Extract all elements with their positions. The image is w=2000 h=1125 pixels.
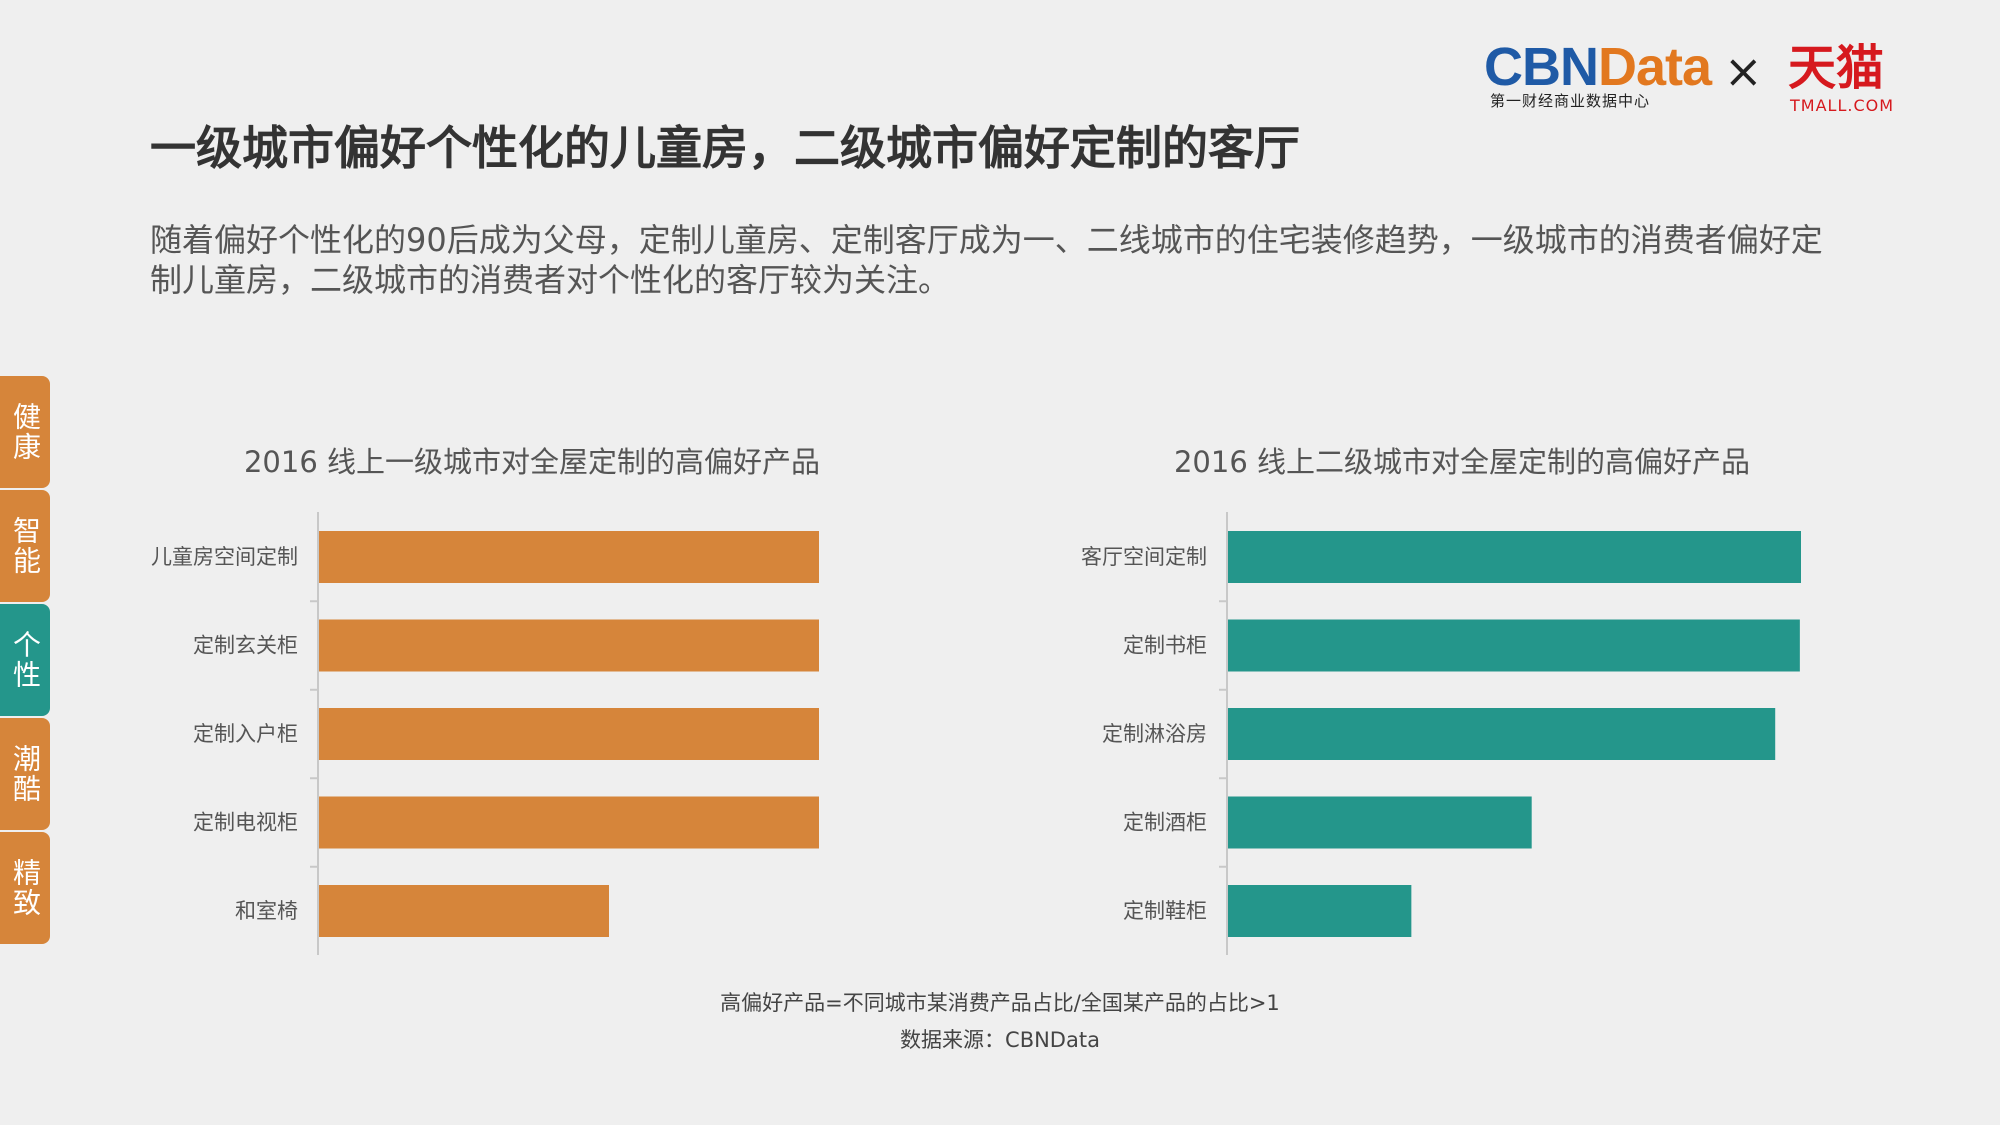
side-tab-health[interactable]: 健康 [0,376,50,488]
category-label-tier1: 儿童房空间定制 [151,545,298,569]
chart-title-tier2: 2016 线上二级城市对全屋定制的高偏好产品 [1174,445,1750,479]
category-label-tier1: 和室椅 [235,899,298,923]
category-label-tier2: 定制书柜 [1123,634,1207,658]
bar-tier1-4 [319,885,609,937]
side-tab-smart[interactable]: 智能 [0,490,50,602]
chart-title-tier1: 2016 线上一级城市对全屋定制的高偏好产品 [244,445,820,479]
times-icon: × [1724,44,1763,98]
category-label-tier2: 定制酒柜 [1123,811,1207,835]
bar-tier2-3 [1228,796,1532,849]
bar-tier1-1 [319,619,819,672]
bar-tier2-1 [1228,619,1800,672]
category-label-tier1: 定制入户柜 [193,722,298,746]
category-label-tier2: 客厅空间定制 [1081,545,1207,569]
tmall-subtitle: TMALL.COM [1790,96,1895,115]
category-label-tier2: 定制淋浴房 [1102,722,1207,746]
side-tab-trendy[interactable]: 潮酷 [0,718,50,830]
side-tab-personal[interactable]: 个性 [0,604,50,716]
bar-tier1-2 [319,708,819,760]
footnote-definition: 高偏好产品=不同城市某消费产品占比/全国某产品的占比>1 [720,991,1280,1015]
category-label-tier1: 定制电视柜 [193,811,298,835]
data-logo-text: Data [1598,37,1712,97]
cbndata-logo: CBNData [1484,37,1712,97]
intro-text: 随着偏好个性化的90后成为父母，定制儿童房、定制客厅成为一、二线城市的住宅装修趋… [150,221,1823,299]
page-title: 一级城市偏好个性化的儿童房，二级城市偏好定制的客厅 [150,121,1300,175]
category-label-tier1: 定制玄关柜 [193,634,298,658]
category-label-tier2: 定制鞋柜 [1123,899,1207,923]
bar-tier1-0 [319,531,819,583]
cbn-logo-text: CBN [1484,37,1599,97]
brand-logos: CBNData 第一财经商业数据中心 × 天猫 TMALL.COM [1484,40,1904,120]
bar-tier1-3 [319,796,819,849]
cbndata-subtitle: 第一财经商业数据中心 [1490,92,1651,110]
side-tab-exquisite[interactable]: 精致 [0,832,50,944]
bar-tier2-4 [1228,885,1412,937]
footnote-source: 数据来源：CBNData [900,1028,1100,1052]
bar-tier2-0 [1228,531,1801,583]
bar-tier2-2 [1228,708,1776,760]
tmall-logo: 天猫 [1788,40,1885,96]
